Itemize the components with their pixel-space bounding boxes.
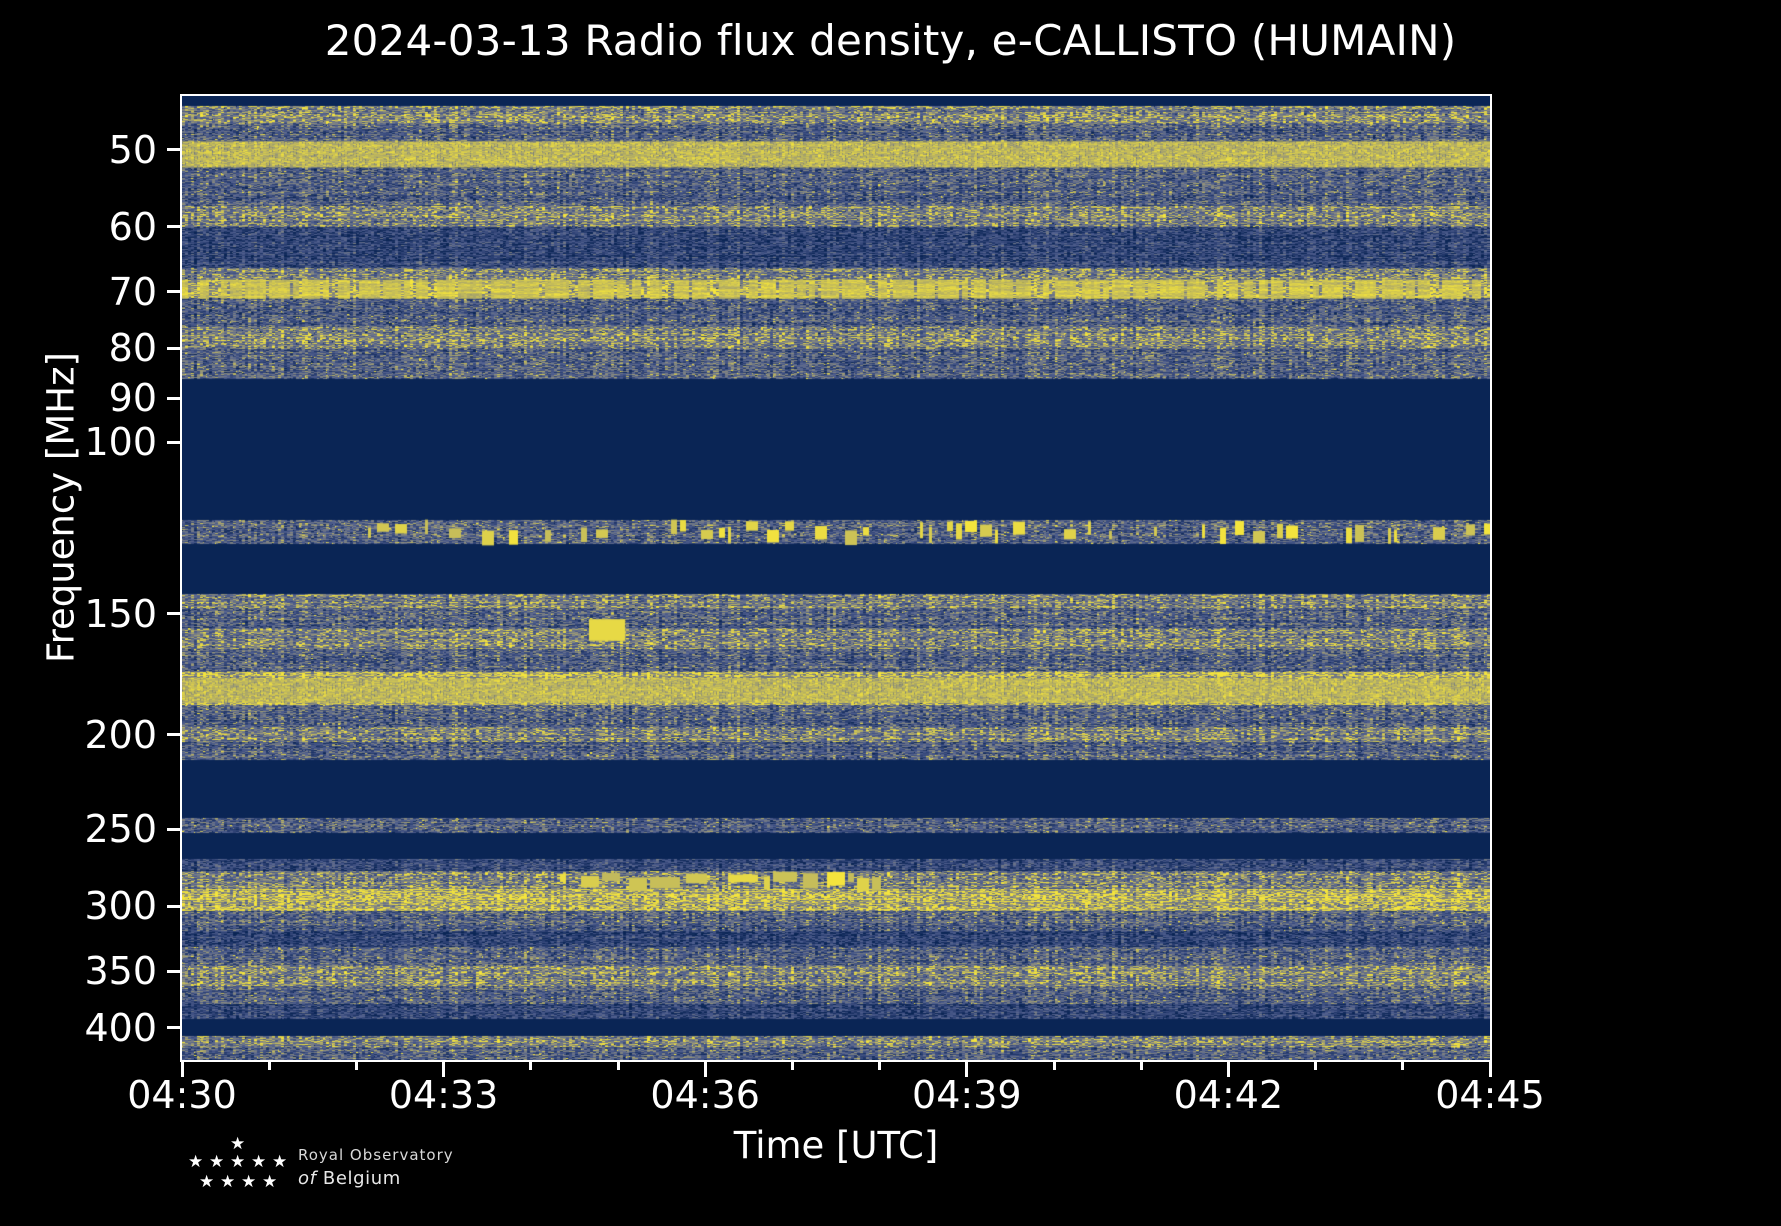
y-tick-label: 90 (108, 376, 157, 420)
star-icon: ★ (262, 1172, 278, 1192)
x-tick-mark-minor (1314, 1060, 1318, 1070)
star-icon: ★ (188, 1152, 204, 1172)
x-tick-mark-minor (529, 1060, 533, 1070)
x-tick-label: 04:42 (1173, 1073, 1284, 1117)
y-tick-mark (167, 225, 182, 229)
eu-stars-icon: ★ ★ ★ ★ ★ ★ ★ ★ ★ ★ (178, 1136, 288, 1200)
y-tick-label: 200 (84, 712, 157, 757)
royal-observatory-logo: ★ ★ ★ ★ ★ ★ ★ ★ ★ ★ Royal Observatory of Belgium (178, 1136, 578, 1208)
y-tick-label: 100 (84, 420, 157, 465)
x-axis-label: Time [UTC] (733, 1124, 939, 1167)
spectrogram-plot (182, 96, 1490, 1060)
chart-title: 2024-03-13 Radio flux density, e-CALLIST… (324, 16, 1457, 65)
logo-text: Royal Observatory of Belgium (298, 1144, 578, 1192)
y-tick-mark (167, 290, 182, 294)
y-tick-mark (167, 827, 182, 831)
x-tick-mark-major (442, 1060, 446, 1077)
star-icon: ★ (272, 1152, 288, 1172)
y-tick-label: 70 (108, 269, 157, 314)
x-tick-mark-minor (1401, 1060, 1405, 1070)
y-tick-mark (167, 904, 182, 908)
x-tick-mark-minor (354, 1060, 358, 1070)
y-tick-mark (167, 1026, 182, 1030)
logo-belgium-word: Belgium (322, 1168, 401, 1190)
x-tick-label: 04:36 (650, 1073, 760, 1117)
y-tick-mark (167, 440, 182, 444)
x-tick-label: 04:45 (1435, 1073, 1545, 1117)
star-icon: ★ (251, 1152, 267, 1172)
star-icon: ★ (241, 1172, 257, 1192)
x-tick-mark-major (965, 1060, 969, 1077)
y-tick-label: 250 (84, 807, 157, 852)
x-tick-mark-major (703, 1060, 707, 1077)
y-tick-label: 50 (108, 127, 157, 172)
y-tick-mark (167, 733, 182, 737)
x-tick-label: 04:33 (388, 1073, 499, 1117)
logo-of-word: of (298, 1168, 317, 1190)
y-tick-label: 300 (84, 884, 157, 929)
x-tick-mark-minor (616, 1060, 620, 1070)
spectrogram-canvas (182, 96, 1490, 1060)
star-icon: ★ (209, 1152, 225, 1172)
star-icon: ★ (199, 1172, 215, 1192)
y-tick-label: 60 (108, 204, 157, 249)
y-tick-label: 80 (108, 326, 157, 371)
x-tick-label: 04:39 (912, 1073, 1022, 1117)
x-tick-mark-minor (878, 1060, 882, 1070)
y-tick-label: 150 (84, 591, 157, 636)
x-tick-mark-major (1488, 1060, 1492, 1077)
y-tick-mark (167, 612, 182, 616)
x-tick-label: 04:30 (127, 1073, 237, 1117)
y-tick-mark (167, 148, 182, 152)
logo-line-2: of Belgium (298, 1167, 578, 1191)
y-tick-label: 350 (84, 949, 157, 994)
star-icon: ★ (230, 1152, 246, 1172)
x-tick-mark-minor (790, 1060, 794, 1070)
x-tick-mark-major (1226, 1060, 1230, 1077)
logo-line-1: Royal Observatory (298, 1146, 454, 1164)
x-tick-mark-major (180, 1060, 184, 1077)
star-icon: ★ (220, 1172, 236, 1192)
x-tick-mark-minor (1052, 1060, 1056, 1070)
y-tick-mark (167, 346, 182, 350)
x-tick-mark-minor (1139, 1060, 1143, 1070)
y-tick-label: 400 (84, 1005, 157, 1050)
y-tick-mark (167, 969, 182, 973)
y-tick-mark (167, 396, 182, 400)
x-tick-mark-minor (267, 1060, 271, 1070)
star-icon: ★ (230, 1134, 246, 1154)
